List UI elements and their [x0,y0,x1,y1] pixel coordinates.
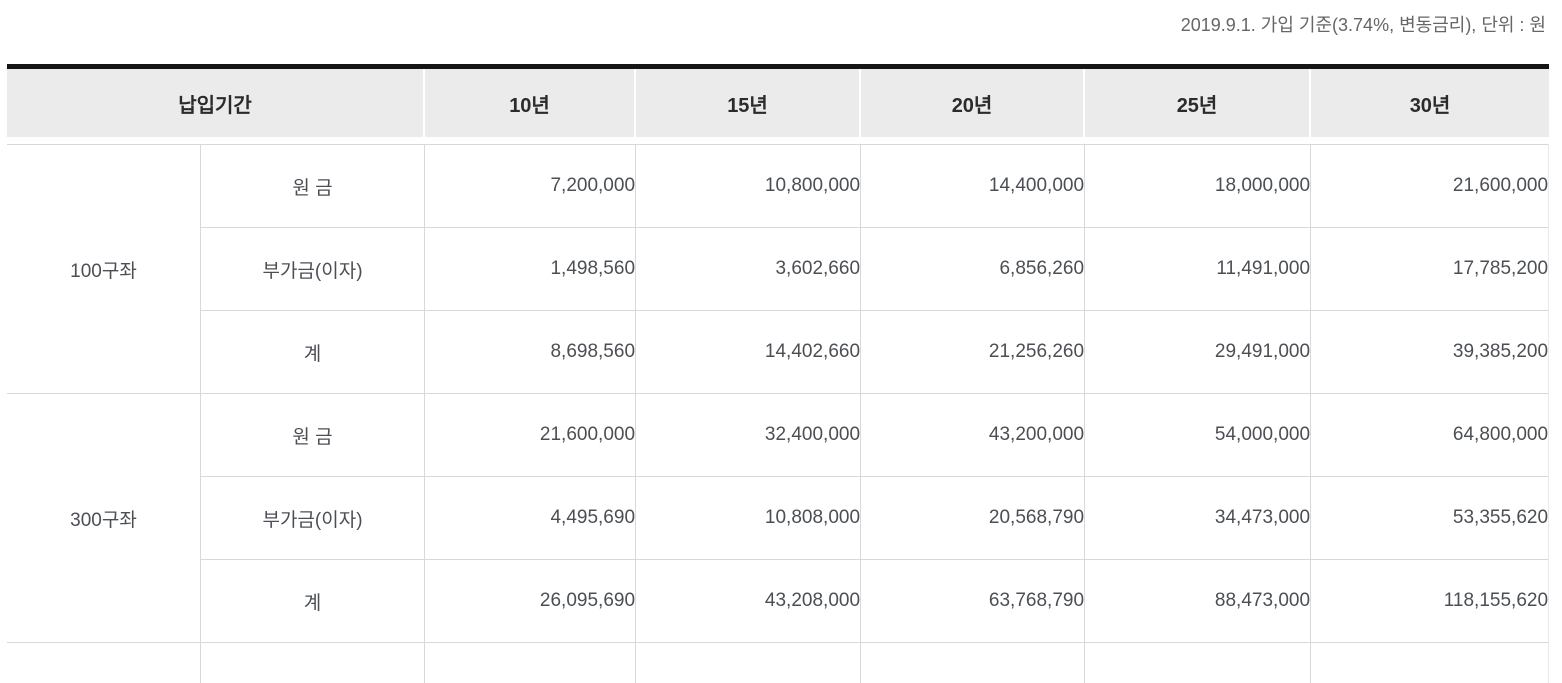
partial-table-row [7,643,1550,683]
value-cell: 88,473,000 [1085,560,1312,643]
value-cell: 3,602,660 [636,228,862,311]
period-header-cell: 납입기간 [7,69,426,144]
value-cell: 6,856,260 [861,228,1086,311]
value-cell: 10,808,000 [636,477,862,560]
row-label-cell: 부가금(이자) [201,477,426,560]
group-cell: 300구좌 [7,394,201,643]
value-cell: 29,491,000 [1085,311,1312,394]
table-row: 100구좌 원 금 7,200,000 10,800,000 14,400,000 18,… [7,144,1550,394]
row-label-cell: 계 [201,560,426,643]
value-cell: 11,491,000 [1085,228,1312,311]
value-cell: 17,785,200 [1311,228,1550,311]
table-row: 부가금(이자) 1,498,560 3,602,660 6,856,260 11,491… [7,228,1550,311]
payment-table: 납입기간 10년 15년 20년 25년 30년 100구좌 원 금 7,200,000 10,… [7,64,1550,683]
table-row: 계 26,095,690 43,208,000 63,768,790 88,473,00… [7,560,1550,643]
value-cell: 18,000,000 [1085,144,1312,228]
value-cell: 21,600,000 [1311,144,1550,228]
value-cell: 39,385,200 [1311,311,1550,394]
value-cell: 4,495,690 [425,477,637,560]
value-cell: 63,768,790 [861,560,1086,643]
group-cell [7,643,201,683]
row-label-cell: 원 금 [201,394,426,477]
year-header-cell: 20년 [861,69,1086,144]
table-header: 납입기간 10년 15년 20년 25년 30년 [7,69,1550,144]
value-cell: 14,400,000 [861,144,1086,228]
table-row: 계 8,698,560 14,402,660 21,256,260 29,491,000… [7,311,1550,394]
year-header-cell: 10년 [425,69,637,144]
value-cell: 8,698,560 [425,311,637,394]
value-cell: 53,355,620 [1311,477,1550,560]
value-cell: 26,095,690 [425,560,637,643]
value-cell: 34,473,000 [1085,477,1312,560]
value-cell [861,643,1086,683]
value-cell [425,643,637,683]
header-row: 납입기간 10년 15년 20년 25년 30년 [7,69,1550,144]
value-cell: 20,568,790 [861,477,1086,560]
table-body: 100구좌 원 금 7,200,000 10,800,000 14,400,000 18,… [7,144,1550,683]
value-cell: 7,200,000 [425,144,637,228]
table-caption: 2019.9.1. 가입 기준(3.74%, 변동금리), 단위 : 원 [1180,15,1546,35]
row-label-cell: 원 금 [201,144,426,228]
value-cell: 14,402,660 [636,311,862,394]
year-header-cell: 25년 [1085,69,1312,144]
value-cell: 1,498,560 [425,228,637,311]
year-header-cell: 30년 [1311,69,1550,144]
value-cell: 10,800,000 [636,144,862,228]
table-row: 부가금(이자) 4,495,690 10,808,000 20,568,790 34,4… [7,477,1550,560]
row-label-cell [201,643,426,683]
value-cell: 64,800,000 [1311,394,1550,477]
value-cell: 21,600,000 [425,394,637,477]
row-label-cell: 부가금(이자) [201,228,426,311]
value-cell: 32,400,000 [636,394,862,477]
value-cell [636,643,862,683]
row-label-cell: 계 [201,311,426,394]
table-row: 300구좌 원 금 21,600,000 32,400,000 43,200,000 54… [7,394,1550,643]
value-cell: 118,155,620 [1311,560,1550,643]
year-header-cell: 15년 [636,69,862,144]
value-cell: 43,208,000 [636,560,862,643]
value-cell: 43,200,000 [861,394,1086,477]
group-cell: 100구좌 [7,144,201,394]
value-cell: 54,000,000 [1085,394,1312,477]
value-cell [1085,643,1312,683]
value-cell: 21,256,260 [861,311,1086,394]
value-cell [1311,643,1550,683]
